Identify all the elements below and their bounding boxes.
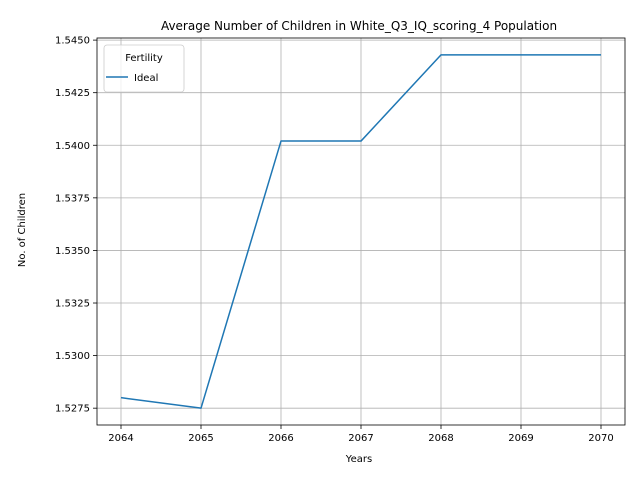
legend-entry-label: Ideal [134, 73, 158, 84]
x-tick-label: 2067 [348, 433, 373, 444]
y-axis: 1.5275 1.5300 1.5325 1.5350 1.5375 1.5400 1.54… [55, 36, 97, 415]
x-tick-label: 2064 [108, 433, 133, 444]
y-tick-label: 1.5450 [55, 36, 90, 47]
y-axis-label: No. of Children [17, 193, 28, 267]
y-tick-label: 1.5350 [55, 246, 90, 257]
x-tick-label: 2069 [508, 433, 533, 444]
y-tick-label: 1.5325 [55, 299, 90, 310]
y-tick-label: 1.5300 [55, 351, 90, 362]
y-tick-label: 1.5375 [55, 193, 90, 204]
legend-box [103, 44, 185, 93]
chart-title: Average Number of Children in White_Q3_I… [161, 19, 557, 33]
legend-title: Fertility [125, 53, 163, 64]
x-axis: 2064 2065 2066 2067 2068 2069 2070 [108, 425, 614, 444]
x-axis-label: Years [345, 454, 372, 465]
x-tick-label: 2070 [588, 433, 613, 444]
x-tick-label: 2066 [268, 433, 293, 444]
x-tick-label: 2065 [188, 433, 213, 444]
y-tick-label: 1.5400 [55, 141, 90, 152]
y-tick-label: 1.5425 [55, 88, 90, 99]
series-line-ideal [120, 54, 601, 409]
y-tick-label: 1.5275 [55, 404, 90, 415]
x-tick-label: 2068 [428, 433, 453, 444]
legend: Fertility Ideal [103, 44, 185, 93]
grid-lines [97, 38, 625, 425]
series-lines [120, 54, 601, 409]
